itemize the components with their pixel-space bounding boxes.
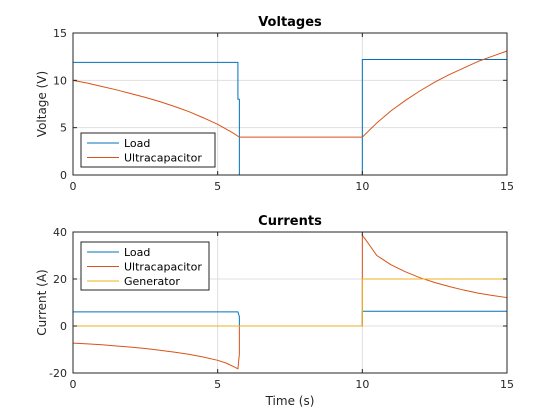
x-tick-label: 10 — [355, 378, 369, 391]
voltages-axes: 0 5 10 15 0 5 10 15 Voltages Voltage (V) Load Ultra… — [35, 15, 514, 193]
chart-title: Currents — [258, 214, 322, 229]
y-tick-label: -20 — [49, 367, 67, 380]
legend-label-ultracapacitor: Ultracapacitor — [124, 261, 202, 274]
legend-label-load: Load — [124, 246, 150, 259]
y-axis-label: Voltage (V) — [35, 71, 49, 137]
x-tick-label: 10 — [355, 180, 369, 193]
x-tick-label: 15 — [500, 180, 514, 193]
legend: Load Ultracapacitor — [80, 132, 216, 168]
x-tick-label: 5 — [214, 180, 221, 193]
x-axis-label: Time (s) — [265, 394, 315, 408]
y-tick-label: 0 — [60, 320, 67, 333]
series-line-ultracapacitor — [72, 50, 508, 138]
series-line-generator — [73, 278, 507, 327]
y-tick-label: 5 — [60, 122, 67, 135]
x-tick-label: 0 — [70, 180, 77, 193]
series-line-ultracapacitor — [72, 235, 508, 370]
legend-label-load: Load — [124, 137, 150, 150]
y-tick-label: 0 — [60, 169, 67, 182]
x-tick-label: 5 — [214, 378, 221, 391]
y-tick-label: 15 — [53, 27, 67, 40]
y-tick-label: 20 — [53, 273, 67, 286]
y-tick-label: 40 — [53, 226, 67, 239]
x-tick-label: 15 — [500, 378, 514, 391]
y-axis-label: Current (A) — [35, 269, 49, 335]
x-tick-label: 0 — [70, 378, 77, 391]
legend-box — [80, 132, 216, 168]
axes-box — [72, 32, 508, 176]
axes-box — [72, 231, 508, 374]
legend-label-ultracapacitor: Ultracapacitor — [124, 152, 202, 165]
legend-label-generator: Generator — [124, 275, 180, 288]
y-tick-label: 10 — [53, 74, 67, 87]
chart-title: Voltages — [258, 15, 322, 30]
